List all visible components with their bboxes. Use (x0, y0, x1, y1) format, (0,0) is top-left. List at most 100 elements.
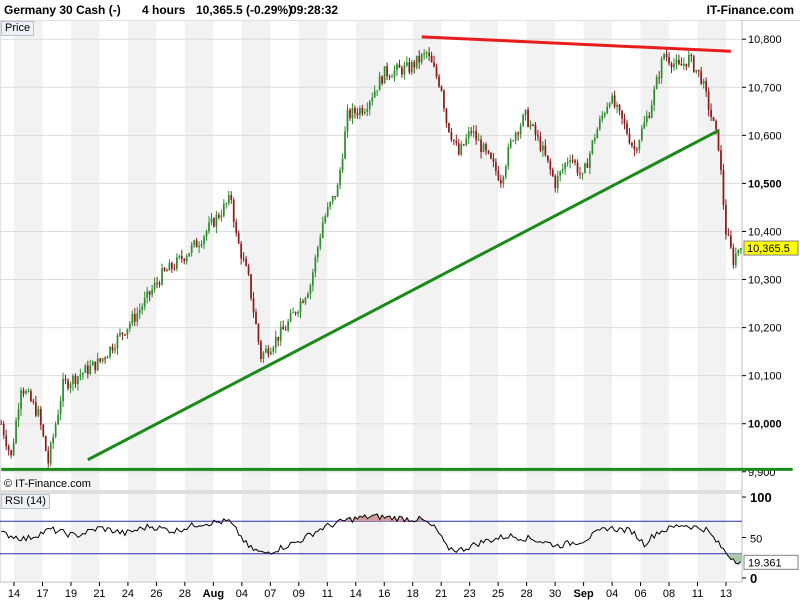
watermark-text: © IT-Finance.com (4, 478, 91, 490)
candle-body (222, 203, 225, 216)
candle-body (371, 97, 374, 102)
candle-body (445, 108, 448, 124)
candle-body (465, 138, 468, 146)
candle-body (240, 243, 243, 259)
candle-body (405, 62, 408, 66)
candle-body (492, 158, 495, 162)
rsi-overbought-fill (358, 516, 362, 522)
candle-body (497, 170, 500, 181)
candle-body (450, 132, 453, 140)
candle-body (366, 108, 369, 113)
rsi-overbought-fill (393, 516, 396, 522)
candle-body (148, 291, 151, 295)
candle-body (425, 52, 428, 54)
instrument-name: Germany 30 Cash (-) (4, 3, 121, 17)
candle-body (514, 132, 517, 141)
rsi-overbought-fill (356, 518, 359, 522)
price-stripe (697, 21, 726, 490)
candle-body (218, 214, 220, 218)
rsi-stripe (70, 494, 100, 581)
rsi-oversold-fill (729, 553, 733, 560)
candle-body (462, 144, 465, 146)
rsi-overbought-fill (353, 516, 357, 522)
candle-body (403, 65, 406, 75)
candle-body (668, 57, 670, 64)
candle-body (482, 144, 485, 153)
candle-body (109, 346, 111, 357)
candle-body (262, 352, 265, 360)
x-tick-label: 09 (293, 588, 305, 600)
candle-body (213, 218, 215, 227)
candle-body (564, 163, 567, 169)
x-tick-label: 25 (492, 588, 504, 600)
candle-body (334, 195, 337, 197)
price-stripe (241, 21, 271, 490)
rsi-overbought-fill (371, 515, 374, 522)
candle-body (163, 268, 166, 271)
candle-body (673, 63, 675, 68)
candle-body (324, 216, 327, 223)
rsi-overbought-fill (348, 517, 352, 522)
rsi-panel-label: RSI (14) (1, 494, 50, 509)
candle-body (156, 282, 158, 284)
candle-body (420, 54, 423, 63)
candle-body (346, 109, 349, 132)
price-tick-label: 10,400 (748, 226, 782, 238)
candle-body (495, 161, 497, 171)
candle-body (670, 63, 673, 68)
candle-body (603, 113, 606, 116)
candle-body (368, 101, 371, 109)
rsi-last-label: 19.361 (748, 557, 782, 569)
candle-body (512, 140, 515, 142)
candle-body (499, 180, 502, 184)
candle-body (133, 314, 136, 322)
candle-body (69, 384, 72, 389)
candle-body (136, 313, 139, 322)
rsi-stripe (412, 494, 442, 581)
candle-body (237, 233, 240, 244)
candle-body (247, 265, 250, 275)
candle-body (712, 117, 715, 122)
price-tick-label: 10,200 (748, 323, 782, 335)
candle-body (690, 54, 693, 57)
candle-body (410, 62, 413, 73)
candle-body (81, 372, 84, 375)
candle-body (42, 424, 45, 437)
x-tick-label: 16 (378, 588, 390, 600)
candle-body (517, 132, 520, 135)
candle-body (648, 115, 651, 118)
candle-body (114, 348, 116, 351)
candle-body (606, 106, 609, 114)
candle-body (17, 409, 20, 421)
candle-body (32, 401, 35, 403)
candle-body (598, 118, 601, 130)
candle-body (722, 170, 725, 205)
candle-body (638, 140, 641, 150)
candle-body (198, 246, 200, 248)
candle-body (727, 234, 730, 236)
candle-body (408, 62, 411, 73)
candle-body (74, 375, 77, 384)
price-change: 10,365.5 (-0.29%) (196, 3, 293, 17)
rsi-stripe (469, 494, 499, 581)
candle-body (250, 274, 252, 299)
candle-body (544, 145, 547, 156)
price-tick-label: 10,300 (748, 275, 782, 287)
candle-body (507, 147, 510, 167)
rsi-overbought-fill (385, 516, 389, 522)
candle-body (571, 159, 574, 161)
candle-body (640, 128, 643, 141)
candle-body (388, 76, 391, 78)
candle-body (391, 76, 393, 78)
rsi-last-badge (743, 554, 799, 570)
candle-body (467, 131, 470, 139)
candle-body (64, 378, 67, 381)
candle-body (359, 108, 361, 116)
rsi-tick-label: 0 (750, 571, 757, 586)
rsi-stripe (697, 494, 726, 581)
candle-body (695, 69, 698, 72)
candle-body (57, 414, 59, 425)
candle-body (393, 70, 396, 77)
candle-body (653, 88, 656, 105)
candle-body (586, 163, 589, 168)
